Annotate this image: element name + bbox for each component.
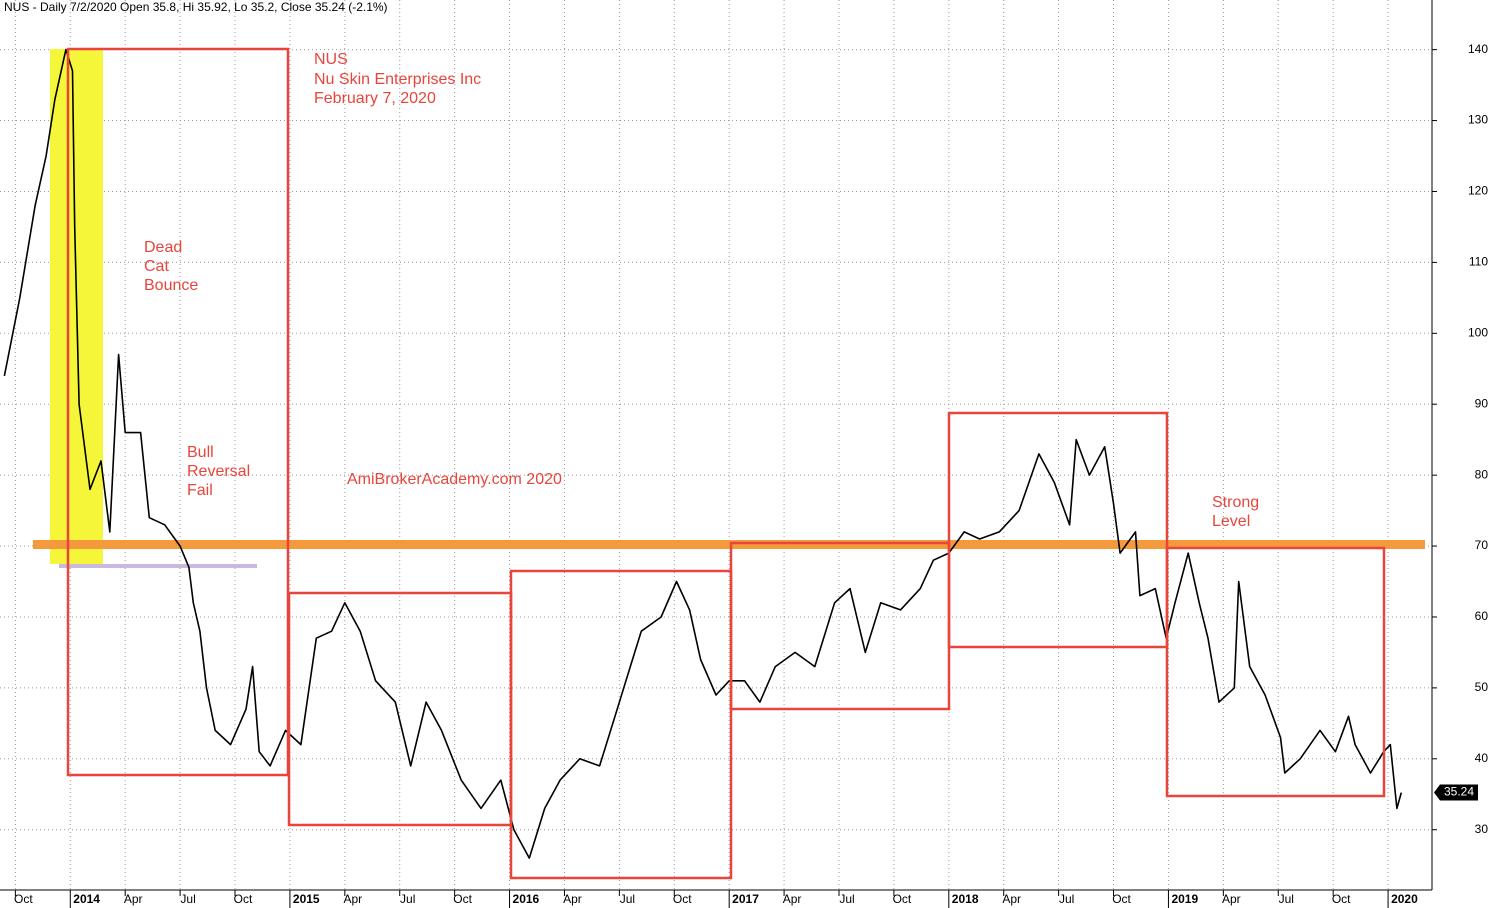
x-tick-label: Apr [1002, 892, 1021, 906]
x-tick-label: Oct [234, 892, 253, 906]
x-tick-label: 2016 [513, 892, 540, 906]
last-value-marker [1434, 784, 1478, 801]
box [947, 411, 1169, 649]
x-tick-label: 2020 [1391, 892, 1418, 906]
x-tick-label: Apr [124, 892, 143, 906]
x-tick-label: Oct [453, 892, 472, 906]
header: NUS - Daily 7/2/2020 Open 35.8, Hi 35.92… [4, 0, 388, 14]
price-line [3, 48, 1403, 859]
x-tick-label: Oct [1112, 892, 1131, 906]
y-tick-label: 90 [1475, 396, 1489, 410]
y-tick-label: 100 [1468, 325, 1488, 339]
x-tick-label: Oct [14, 892, 33, 906]
x-tick-label: Oct [893, 892, 912, 906]
annotation: AmiBrokerAcademy.com 2020 [347, 471, 562, 488]
x-tick-label: 2018 [952, 892, 979, 906]
x-tick-label: Oct [673, 892, 692, 906]
annotation: Strong [1212, 494, 1259, 511]
y-tick-label: 130 [1468, 113, 1488, 127]
annotation: February 7, 2020 [314, 90, 436, 107]
y-tick-label: 30 [1475, 822, 1489, 836]
annotation: Bounce [144, 277, 198, 294]
last-value-label: 35.24 [1444, 785, 1474, 799]
strong-level-band [33, 540, 1425, 549]
x-tick-label: Oct [1332, 892, 1351, 906]
annotation: Reversal [187, 463, 250, 480]
x-tick-label: Jul [1279, 892, 1294, 906]
y-tick-label: 70 [1475, 538, 1489, 552]
y-tick-label: 80 [1475, 467, 1489, 481]
annotation: Level [1212, 513, 1250, 530]
box [1165, 546, 1386, 798]
x-tick-label: Apr [563, 892, 582, 906]
y-tick-label: 140 [1468, 42, 1488, 56]
x-tick-label: 2015 [293, 892, 320, 906]
annotation: Dead [144, 239, 182, 256]
annotation: Cat [144, 258, 169, 275]
x-tick-label: Apr [1222, 892, 1241, 906]
x-tick-label: Jul [180, 892, 195, 906]
x-tick-label: Jul [400, 892, 415, 906]
annotation: NUS [314, 51, 348, 68]
x-tick-label: Apr [783, 892, 802, 906]
y-tick-label: 40 [1475, 751, 1489, 765]
x-tick-label: Jul [1059, 892, 1074, 906]
x-tick-label: Apr [343, 892, 362, 906]
annotation: Nu Skin Enterprises Inc [314, 71, 481, 88]
y-tick-label: 50 [1475, 680, 1489, 694]
plot [3, 48, 1403, 859]
annotation: Bull [187, 444, 214, 461]
y-tick-label: 60 [1475, 609, 1489, 623]
x-tick-label: 2017 [732, 892, 759, 906]
box [509, 569, 733, 880]
y-tick-label: 120 [1468, 184, 1488, 198]
x-tick-label: 2019 [1171, 892, 1198, 906]
x-tick-label: 2014 [73, 892, 100, 906]
x-tick-label: Jul [620, 892, 635, 906]
x-tick-label: Jul [839, 892, 854, 906]
y-tick-label: 110 [1469, 255, 1488, 269]
box [66, 47, 290, 777]
annotation: Fail [187, 482, 213, 499]
